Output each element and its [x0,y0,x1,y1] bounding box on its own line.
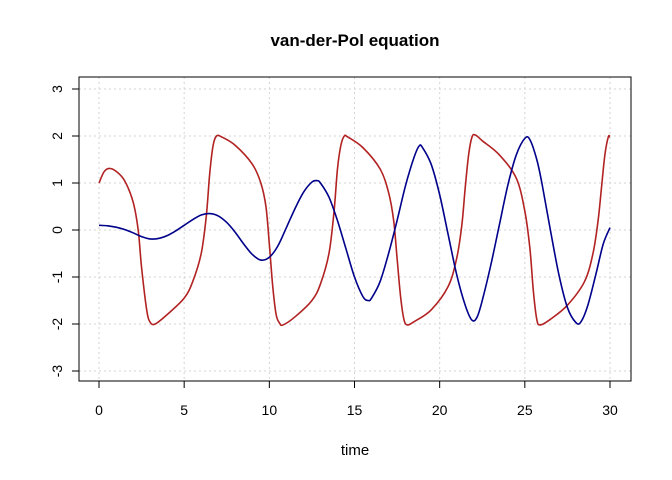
series-group [98,133,611,327]
x-axis: 0 5 10 15 20 25 30 [95,380,618,418]
x-tick-label: 15 [347,402,363,418]
x-tick-label: 10 [262,402,278,418]
x-tick-label: 5 [180,402,188,418]
series-line-1 [98,133,611,327]
x-axis-label: time [341,442,369,459]
series-line-2 [98,135,611,325]
x-tick-label: 20 [432,402,448,418]
y-tick-label: -3 [49,365,65,378]
y-tick-label: 2 [49,132,65,140]
chart-title: van-der-Pol equation [270,31,439,50]
y-tick-label: 0 [49,226,65,234]
x-tick-label: 0 [95,402,103,418]
y-tick-label: 1 [49,179,65,187]
y-tick-label: -1 [49,271,65,284]
y-tick-label: -2 [49,318,65,331]
y-axis: -3 -2 -1 0 1 2 3 [49,85,80,378]
y-tick-label: 3 [49,85,65,93]
x-tick-label: 30 [602,402,618,418]
x-tick-label: 25 [517,402,533,418]
grid [79,77,631,381]
